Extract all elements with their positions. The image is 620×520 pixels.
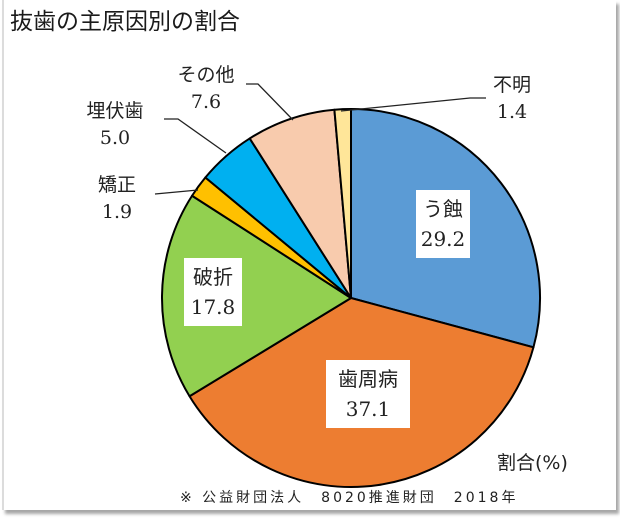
pie-slice-6 [333,108,352,299]
source-note: ※ 公益財団法人 8020推進財団 2018年 [180,490,519,506]
label-impacted: 埋伏歯 5.0 [86,100,144,149]
leader-line-orthodontic [154,189,199,195]
label-periodontal: 歯周病 37.1 [326,360,410,428]
leader-line-other [246,83,294,121]
label-fracture: 破折 17.8 [184,258,242,326]
label-caries: う蝕 29.2 [416,190,470,258]
label-unknown: 不明 1.4 [492,74,531,123]
label-other: その他 7.6 [177,64,235,113]
leader-line-impacted [164,118,227,154]
label-orthodontic: 矯正 1.9 [97,174,136,223]
pie-slice-2 [161,194,352,398]
leader-line-unknown [340,97,486,112]
chart-title: 抜歯の主原因別の割合 [10,9,240,35]
unit-label: 割合(%) [497,452,568,474]
